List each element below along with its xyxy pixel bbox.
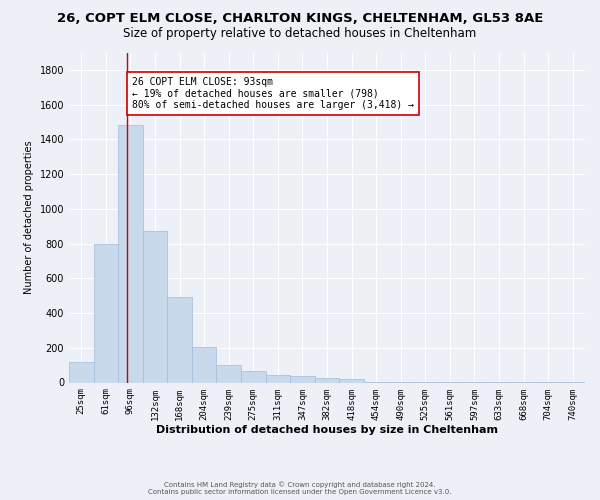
Bar [290, 376, 315, 382]
Bar [241, 371, 266, 382]
Bar [143, 230, 167, 382]
Bar [192, 347, 217, 382]
Text: Contains HM Land Registry data © Crown copyright and database right 2024.: Contains HM Land Registry data © Crown c… [164, 481, 436, 488]
Text: 26, COPT ELM CLOSE, CHARLTON KINGS, CHELTENHAM, GL53 8AE: 26, COPT ELM CLOSE, CHARLTON KINGS, CHEL… [57, 12, 543, 26]
X-axis label: Distribution of detached houses by size in Cheltenham: Distribution of detached houses by size … [156, 425, 498, 435]
Bar [69, 362, 94, 382]
Text: Contains public sector information licensed under the Open Government Licence v3: Contains public sector information licen… [148, 489, 452, 495]
Bar [217, 365, 241, 382]
Bar [315, 378, 339, 382]
Y-axis label: Number of detached properties: Number of detached properties [24, 140, 34, 294]
Text: Size of property relative to detached houses in Cheltenham: Size of property relative to detached ho… [124, 28, 476, 40]
Bar [266, 374, 290, 382]
Bar [167, 298, 192, 382]
Bar [94, 244, 118, 382]
Bar [339, 378, 364, 382]
Text: 26 COPT ELM CLOSE: 93sqm
← 19% of detached houses are smaller (798)
80% of semi-: 26 COPT ELM CLOSE: 93sqm ← 19% of detach… [131, 77, 413, 110]
Bar [118, 126, 143, 382]
